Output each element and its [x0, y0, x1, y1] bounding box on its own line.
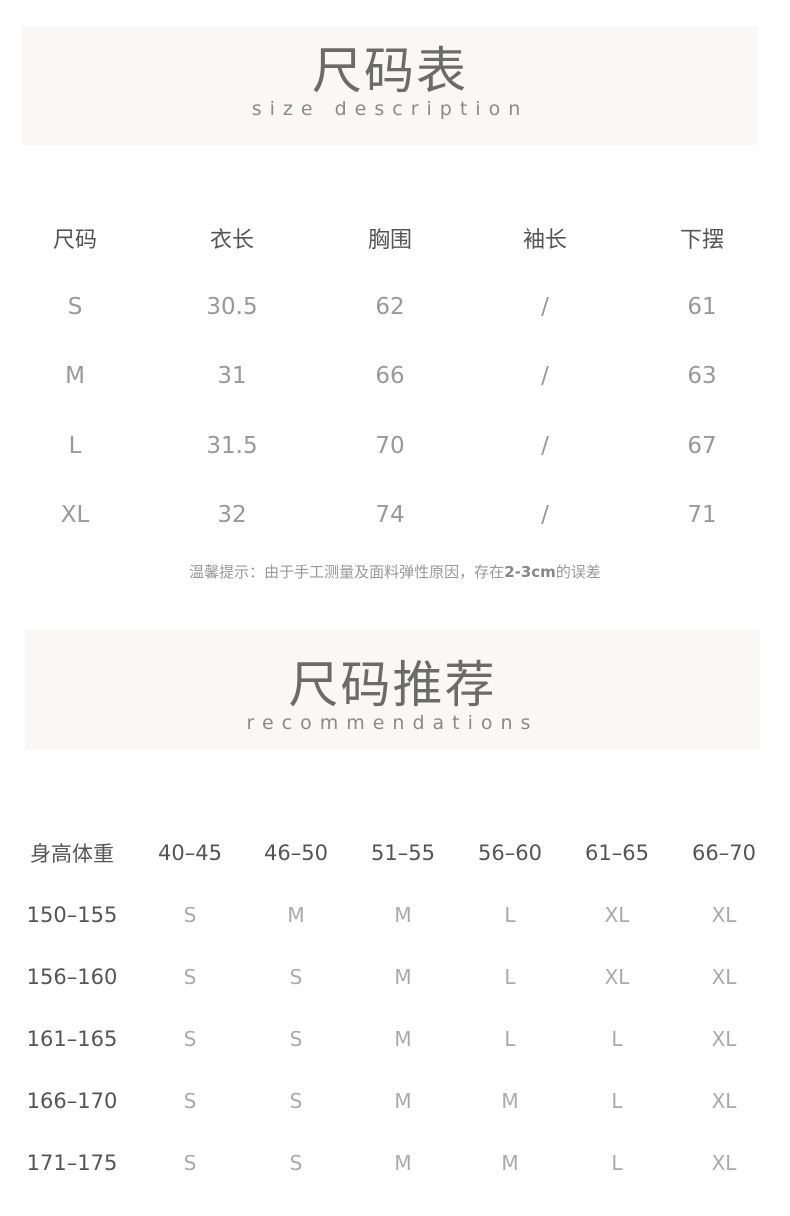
table-cell: S: [183, 965, 197, 989]
table-cell: M: [394, 1151, 412, 1175]
table-cell: /: [541, 363, 549, 389]
table-cell: M: [394, 1027, 412, 1051]
table-cell: 尺码: [52, 228, 98, 253]
table-cell: L: [68, 433, 82, 459]
table-cell: M: [287, 903, 305, 927]
table-cell: 74: [375, 502, 405, 528]
table-cell: L: [504, 1027, 516, 1051]
table-cell: M: [394, 903, 412, 927]
table-cell: 150–155: [26, 903, 118, 927]
table-cell: XL: [711, 1151, 737, 1175]
table-cell: L: [611, 1027, 623, 1051]
table-cell: 31.5: [206, 433, 258, 459]
table-cell: 61–65: [585, 841, 649, 865]
table-cell: 袖长: [522, 228, 568, 253]
table-cell: 70: [375, 433, 405, 459]
table-cell: XL: [711, 965, 737, 989]
table-cell: L: [504, 965, 516, 989]
table-cell: L: [611, 1151, 623, 1175]
size-description-banner: 尺码表 size description: [22, 26, 758, 145]
table-cell: 156–160: [26, 965, 118, 989]
table-cell: S: [289, 1089, 303, 1113]
table-cell: L: [611, 1089, 623, 1113]
banner-subtitle: size description: [251, 98, 529, 120]
table-cell: 31: [217, 363, 247, 389]
table-cell: XL: [711, 903, 737, 927]
banner-title: 尺码表: [312, 42, 468, 100]
table-cell: S: [183, 1089, 197, 1113]
table-cell: S: [183, 1151, 197, 1175]
table-cell: S: [289, 1151, 303, 1175]
table-cell: XL: [60, 502, 90, 528]
table-cell: 46–50: [264, 841, 328, 865]
table-cell: /: [541, 294, 549, 320]
table-cell: M: [501, 1089, 519, 1113]
table-cell: /: [541, 502, 549, 528]
table-cell: 40–45: [158, 841, 222, 865]
table-cell: 51–55: [371, 841, 435, 865]
table-cell: 63: [687, 363, 717, 389]
table-cell: XL: [711, 1089, 737, 1113]
table-cell: L: [504, 903, 516, 927]
table-cell: 衣长: [209, 228, 255, 253]
table-cell: XL: [711, 1027, 737, 1051]
table-cell: 胸围: [367, 228, 413, 253]
table-cell: M: [501, 1151, 519, 1175]
table-cell: 30.5: [206, 294, 258, 320]
table-cell: XL: [604, 903, 630, 927]
table-cell: S: [183, 1027, 197, 1051]
table-cell: S: [183, 903, 197, 927]
table-cell: M: [65, 363, 85, 389]
table-cell: M: [394, 965, 412, 989]
table-cell: S: [67, 294, 83, 320]
measurement-note: 温馨提示：由于手工测量及面料弹性原因，存在2-3cm的误差: [189, 563, 601, 581]
table-cell: 身高体重: [30, 842, 114, 866]
table-cell: 71: [687, 502, 717, 528]
table-cell: 166–170: [26, 1089, 118, 1113]
table-cell: 62: [375, 294, 405, 320]
table-cell: /: [541, 433, 549, 459]
table-cell: 66–70: [692, 841, 756, 865]
table-cell: S: [289, 1027, 303, 1051]
table-cell: 32: [217, 502, 247, 528]
table-cell: 171–175: [26, 1151, 118, 1175]
banner-subtitle: recommendations: [246, 712, 539, 734]
table-cell: 66: [375, 363, 405, 389]
table-cell: M: [394, 1089, 412, 1113]
banner-title: 尺码推荐: [288, 656, 497, 714]
table-cell: 下摆: [679, 228, 725, 253]
table-cell: 161–165: [26, 1027, 118, 1051]
table-cell: 56–60: [478, 841, 542, 865]
table-cell: XL: [604, 965, 630, 989]
table-cell: S: [289, 965, 303, 989]
recommendations-banner: 尺码推荐 recommendations: [25, 630, 760, 750]
table-cell: 61: [687, 294, 717, 320]
table-cell: 67: [687, 433, 717, 459]
